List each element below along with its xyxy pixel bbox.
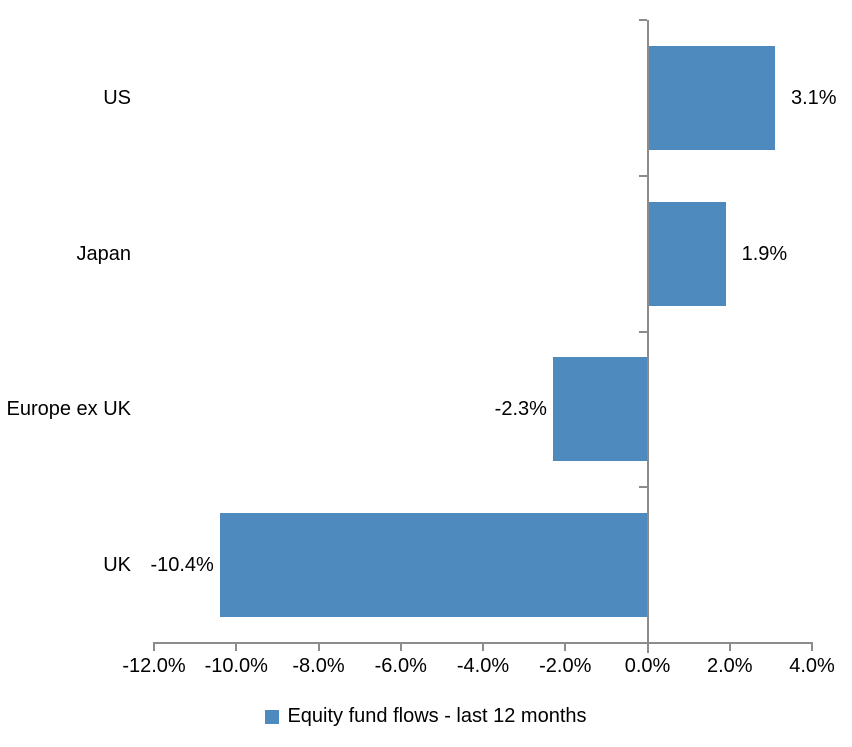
x-tick (482, 643, 484, 651)
category-label: UK (103, 554, 131, 577)
x-tick-label: -12.0% (122, 655, 186, 677)
category-tick (638, 19, 647, 21)
bar-value-label: 1.9% (741, 242, 788, 265)
zero-axis-line (646, 20, 649, 653)
bar-value-label: -10.4% (150, 554, 214, 577)
bar (647, 201, 726, 306)
x-tick-label: 0.0% (624, 655, 671, 677)
x-tick (728, 643, 731, 651)
legend-label: Equity fund flows - last 12 months (287, 705, 587, 727)
x-tick-label: -8.0% (292, 655, 345, 677)
x-tick-label: -2.0% (539, 655, 592, 677)
category-tick (638, 330, 647, 333)
bar-value-label: 3.1% (790, 86, 837, 109)
bar (552, 357, 648, 462)
category-label: Europe ex UK (6, 398, 131, 421)
bar (219, 513, 648, 618)
x-tick-label: -4.0% (456, 655, 510, 677)
x-tick-label: 4.0% (789, 655, 835, 677)
bar (647, 45, 775, 150)
x-tick (153, 643, 155, 651)
legend: Equity fund flows - last 12 months (0, 705, 852, 728)
x-tick (317, 643, 320, 651)
legend-swatch-icon (265, 709, 280, 724)
category-label: US (103, 86, 131, 109)
x-tick (564, 643, 567, 651)
category-tick (638, 486, 647, 489)
x-tick (811, 643, 813, 651)
category-tick (638, 174, 647, 177)
x-tick-label: 2.0% (706, 655, 753, 677)
bar-value-label: -2.3% (494, 398, 547, 421)
x-tick-label: -6.0% (374, 655, 427, 677)
x-tick-label: -10.0% (204, 655, 268, 677)
x-tick (235, 643, 238, 651)
category-label: Japan (76, 242, 132, 265)
x-tick (399, 643, 402, 651)
